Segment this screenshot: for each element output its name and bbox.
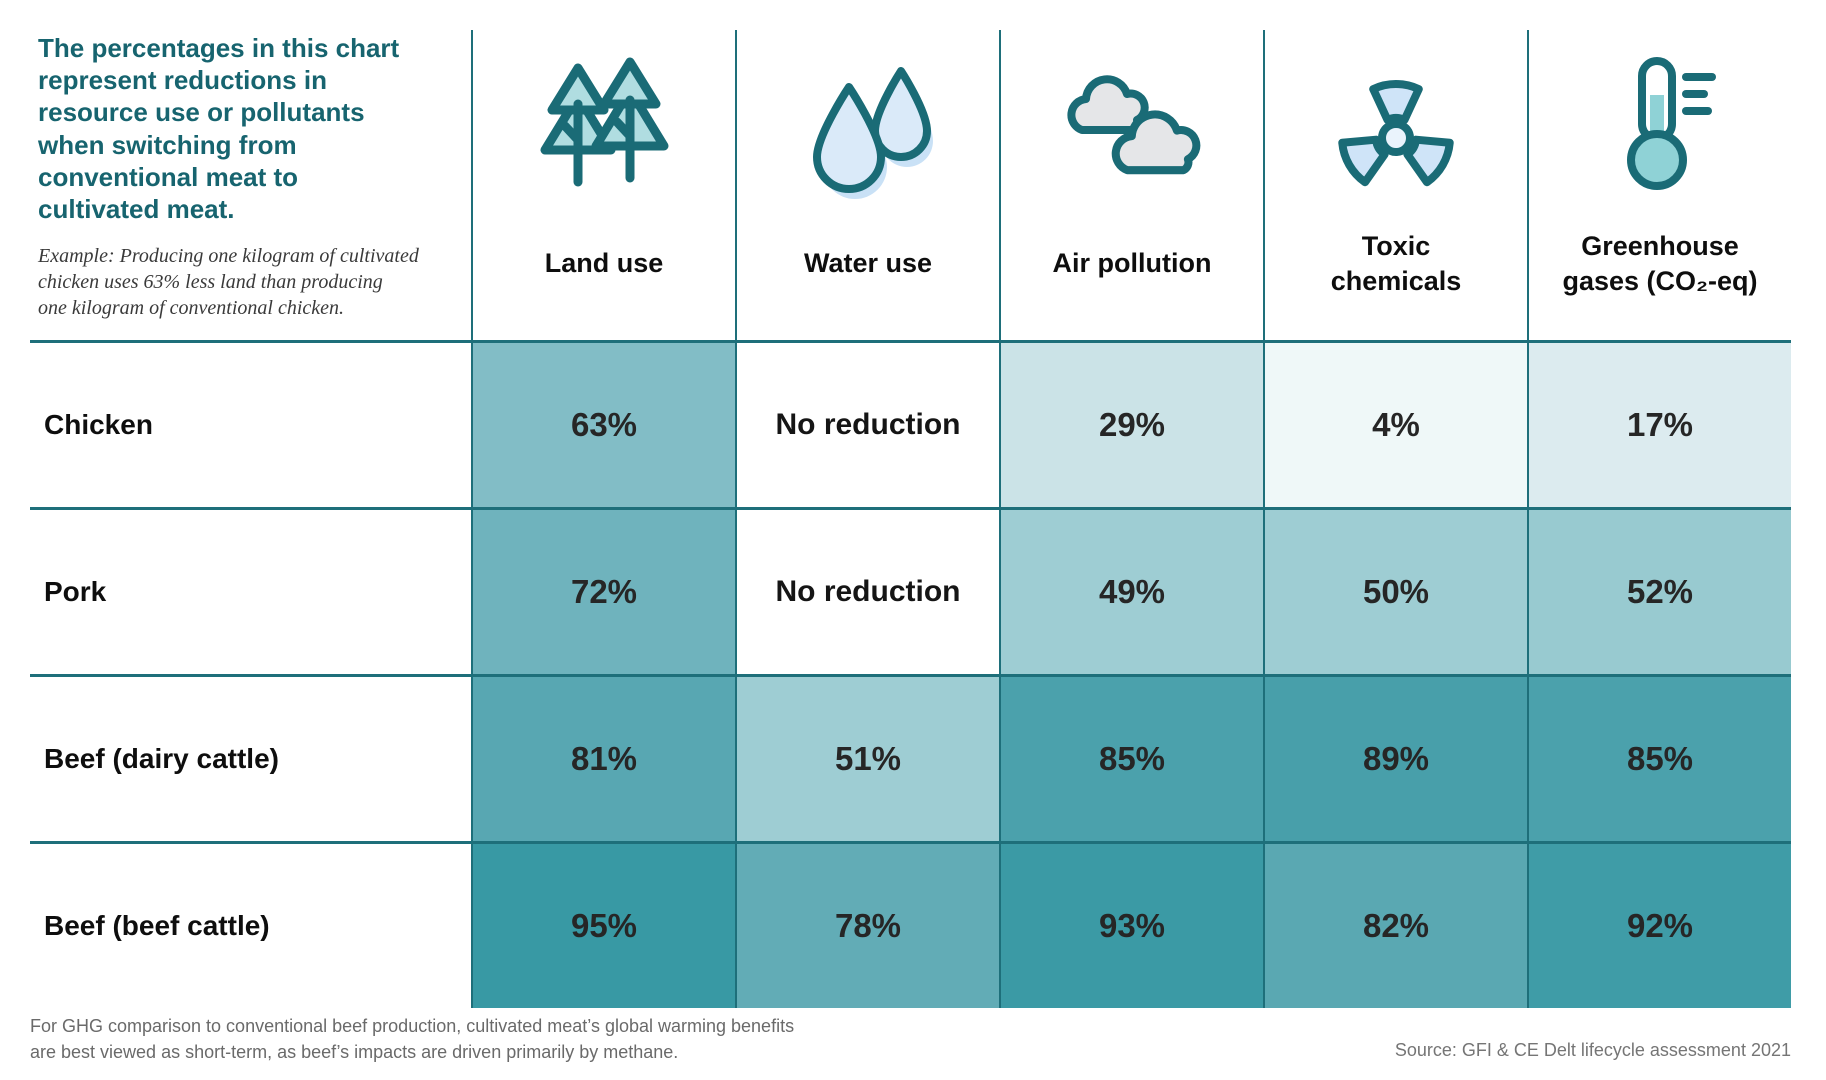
cell-value: 78%: [834, 907, 902, 944]
intro-block: The percentages in this chart represent …: [30, 30, 471, 340]
cell-land-use: 81%: [471, 674, 735, 841]
cell-land-use: 72%: [471, 507, 735, 674]
cell-value: 72%: [570, 573, 638, 610]
cell-greenhouse-gases: 85%: [1527, 674, 1791, 841]
header-label-area: Air pollution: [1053, 204, 1212, 340]
column-header-land-use: Land use: [471, 30, 735, 340]
cell-toxic-chemicals: 89%: [1263, 674, 1527, 841]
row-label: Beef (beef cattle): [30, 841, 471, 1008]
cell-value: No reduction: [775, 408, 961, 441]
cell-air-pollution: 29%: [999, 340, 1263, 507]
cell-value: 89%: [1362, 740, 1430, 777]
cell-value: 92%: [1626, 907, 1694, 944]
cell-value: 81%: [570, 740, 638, 777]
cell-value: 49%: [1098, 573, 1166, 610]
cell-air-pollution: 49%: [999, 507, 1263, 674]
cell-value: 93%: [1098, 907, 1166, 944]
cell-land-use: 63%: [471, 340, 735, 507]
row-label: Pork: [30, 507, 471, 674]
cell-value: 85%: [1626, 740, 1694, 777]
cell-toxic-chemicals: 82%: [1263, 841, 1527, 1008]
header-label-area: Toxic chemicals: [1331, 204, 1462, 340]
trees-icon: [540, 57, 669, 187]
header-icon-wrap: [1585, 52, 1735, 204]
cell-value: 63%: [570, 406, 638, 443]
column-label-toxic-chemicals: Toxic chemicals: [1330, 230, 1462, 296]
cell-air-pollution: 85%: [999, 674, 1263, 841]
source-credit: Source: GFI & CE Delt lifecycle assessme…: [1394, 1040, 1791, 1060]
cell-water-use: No reduction: [735, 340, 999, 507]
cell-toxic-chemicals: 50%: [1263, 507, 1527, 674]
header-icon-wrap: [520, 52, 688, 204]
header-label-area: Land use: [545, 204, 664, 340]
cell-value: 4%: [1372, 406, 1420, 443]
column-header-air-pollution: Air pollution: [999, 30, 1263, 340]
cell-value: 82%: [1362, 907, 1430, 944]
cell-greenhouse-gases: 52%: [1527, 507, 1791, 674]
chart-example-note: Example: Producing one kilogram of culti…: [38, 245, 419, 320]
row-label: Beef (dairy cattle): [30, 674, 471, 841]
column-label-land-use: Land use: [544, 248, 664, 279]
header-icon-wrap: [1056, 52, 1208, 204]
header-icon-wrap: [1316, 52, 1476, 204]
radiation-icon: [1338, 80, 1454, 187]
cell-value: 50%: [1362, 573, 1430, 610]
cell-greenhouse-gases: 17%: [1527, 340, 1791, 507]
cell-value: 17%: [1626, 406, 1694, 443]
cell-toxic-chemicals: 4%: [1263, 340, 1527, 507]
column-header-water-use: Water use: [735, 30, 999, 340]
ghg-footnote: For GHG comparison to conventional beef …: [30, 1016, 795, 1062]
column-label-air-pollution: Air pollution: [1052, 248, 1212, 279]
thermometer-icon: [1627, 57, 1716, 190]
clouds-icon: [1067, 75, 1201, 175]
impact-table-grid: The percentages in this chart represent …: [30, 30, 1791, 1008]
header-label-area: Greenhouse gases (CO₂-eq): [1562, 204, 1757, 340]
cell-value: 29%: [1098, 406, 1166, 443]
cell-greenhouse-gases: 92%: [1527, 841, 1791, 1008]
column-header-greenhouse-gases: Greenhouse gases (CO₂-eq): [1527, 30, 1791, 340]
column-label-greenhouse-gases: Greenhouse gases (CO₂-eq): [1562, 230, 1758, 296]
cell-water-use: 51%: [735, 674, 999, 841]
cell-value: 85%: [1098, 740, 1166, 777]
cell-land-use: 95%: [471, 841, 735, 1008]
column-header-toxic-chemicals: Toxic chemicals: [1263, 30, 1527, 340]
water-drops-icon: [813, 67, 933, 199]
cell-air-pollution: 93%: [999, 841, 1263, 1008]
cell-value: 51%: [834, 740, 902, 777]
cell-value: No reduction: [775, 575, 961, 608]
row-label: Chicken: [30, 340, 471, 507]
cell-water-use: 78%: [735, 841, 999, 1008]
cell-water-use: No reduction: [735, 507, 999, 674]
chart-title: The percentages in this chart represent …: [38, 33, 400, 225]
cell-value: 95%: [570, 907, 638, 944]
cell-value: 52%: [1626, 573, 1694, 610]
column-label-water-use: Water use: [803, 248, 933, 279]
header-label-area: Water use: [804, 204, 932, 340]
header-icon-wrap: [801, 52, 935, 204]
